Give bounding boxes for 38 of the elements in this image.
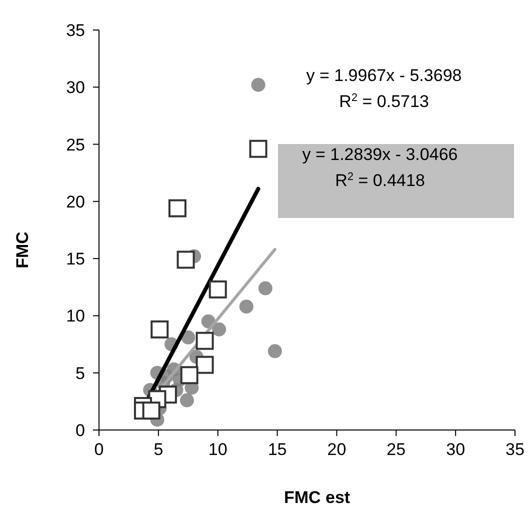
annotation: y = 1.2839x - 3.0466 <box>302 145 458 164</box>
x-axis-title: FMC est <box>284 488 350 507</box>
point <box>212 322 226 336</box>
point <box>142 402 160 420</box>
point <box>168 199 186 218</box>
point <box>239 300 254 314</box>
annotation: y = 1.9967x - 5.3698 <box>306 66 462 85</box>
point <box>196 332 214 350</box>
y-tick-label: 20 <box>66 192 85 212</box>
y-tick-label: 30 <box>66 78 85 98</box>
x-tick-label: 5 <box>154 440 164 459</box>
x-tick-label: 30 <box>446 440 466 459</box>
point <box>180 393 194 408</box>
x-tick-label: 20 <box>327 440 346 459</box>
y-tick-label: 0 <box>76 421 85 440</box>
x-tick-label: 0 <box>94 440 104 459</box>
point <box>249 140 268 158</box>
point <box>251 78 266 92</box>
x-tick-label: 25 <box>386 440 406 459</box>
y-tick-label: 25 <box>66 135 85 154</box>
point <box>196 356 214 374</box>
point <box>258 281 272 296</box>
x-tick-label: 35 <box>506 440 524 459</box>
y-axis-title: FMC <box>13 232 32 268</box>
x-tick-label: 10 <box>208 440 228 459</box>
y-tick-label: 35 <box>66 21 85 40</box>
x-tick-label: 15 <box>268 440 287 459</box>
annotation: R$^{2}$ = 0.5713 <box>339 92 429 111</box>
point <box>150 320 169 338</box>
y-tick-label: 10 <box>66 306 85 326</box>
annotation: R$^{2}$ = 0.4418 <box>335 171 425 190</box>
y-tick-label: 15 <box>66 250 85 269</box>
point <box>176 250 195 269</box>
point <box>180 366 198 384</box>
point <box>208 280 227 298</box>
point <box>181 330 196 344</box>
point <box>268 344 282 358</box>
y-tick-label: 5 <box>76 364 85 383</box>
